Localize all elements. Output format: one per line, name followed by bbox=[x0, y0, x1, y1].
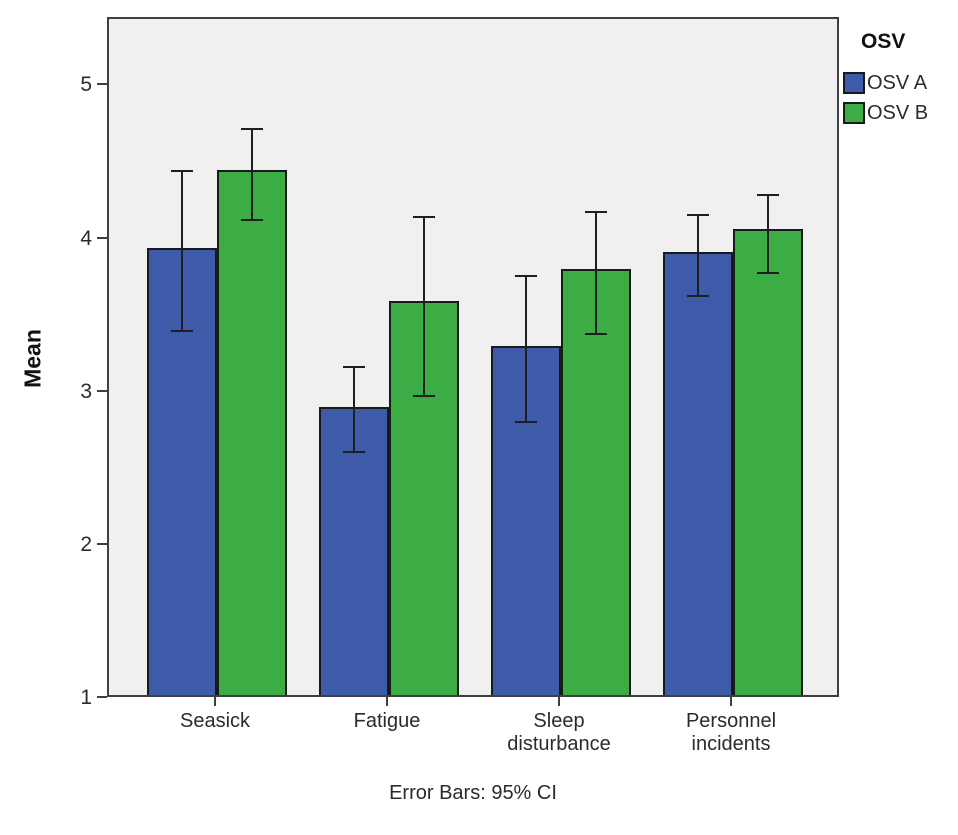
error-bar-cap-top bbox=[687, 214, 709, 217]
error-bar-cap-bottom bbox=[585, 333, 607, 336]
error-bar-cap-top bbox=[413, 215, 435, 218]
x-category-label: Fatigue bbox=[353, 710, 421, 732]
error-bar-cap-top bbox=[171, 169, 193, 172]
x-category-label: Sleep disturbance bbox=[507, 710, 611, 755]
error-bar bbox=[423, 216, 425, 396]
y-tick-label: 3 bbox=[80, 379, 92, 403]
legend-items: OSV A OSV B bbox=[843, 70, 958, 126]
plot-area bbox=[107, 17, 839, 697]
bar-osv-b bbox=[217, 169, 287, 695]
y-tick-mark bbox=[97, 83, 107, 86]
y-axis-title: Mean bbox=[19, 329, 46, 388]
bar-osv-b bbox=[561, 269, 631, 695]
legend-title: OSV bbox=[861, 30, 906, 53]
legend-item-label: OSV B bbox=[867, 101, 929, 124]
error-bar-cap-bottom bbox=[515, 420, 537, 423]
x-category-label: Seasick bbox=[179, 710, 251, 732]
y-tick-label: 5 bbox=[80, 73, 92, 97]
error-bar bbox=[767, 195, 769, 274]
legend-swatch bbox=[843, 72, 865, 94]
error-bar bbox=[697, 215, 699, 297]
x-category-label: Personnel incidents bbox=[685, 710, 777, 755]
x-tick-mark bbox=[730, 697, 732, 706]
error-bar-cap-top bbox=[515, 275, 537, 278]
bar-osv-a bbox=[663, 252, 733, 695]
legend-item-label: OSV A bbox=[867, 71, 928, 94]
error-bar-cap-top bbox=[757, 194, 779, 197]
bar-osv-b bbox=[733, 229, 803, 695]
y-tick-mark bbox=[97, 389, 107, 392]
legend-swatch bbox=[843, 102, 865, 124]
bar-osv-a bbox=[319, 407, 389, 695]
y-tick-label: 4 bbox=[80, 226, 92, 250]
y-tick-mark bbox=[97, 696, 107, 698]
error-bar bbox=[525, 276, 527, 422]
error-bar-cap-top bbox=[241, 128, 263, 131]
legend-item: OSV A bbox=[843, 70, 958, 96]
error-bar bbox=[251, 129, 253, 220]
error-bar-cap-bottom bbox=[687, 295, 709, 298]
x-tick-mark bbox=[558, 697, 560, 706]
legend: OSV OSV A OSV B bbox=[843, 30, 958, 130]
error-bar-cap-top bbox=[585, 210, 607, 213]
y-tick-mark bbox=[97, 542, 107, 545]
error-bar-cap-bottom bbox=[241, 218, 263, 221]
error-bar-cap-bottom bbox=[343, 451, 365, 454]
x-tick-mark bbox=[386, 697, 388, 706]
error-bar bbox=[353, 366, 355, 453]
legend-item: OSV B bbox=[843, 100, 958, 126]
y-tick-label: 1 bbox=[80, 686, 92, 709]
y-tick-mark bbox=[97, 236, 107, 239]
y-tick-label: 2 bbox=[80, 532, 92, 556]
error-bar-cap-bottom bbox=[757, 272, 779, 275]
error-bar-cap-bottom bbox=[171, 330, 193, 333]
error-bars-caption: Error Bars: 95% CI bbox=[389, 782, 557, 804]
error-bar bbox=[595, 211, 597, 335]
error-bar-cap-bottom bbox=[413, 394, 435, 397]
x-tick-mark bbox=[214, 697, 216, 706]
error-bar-cap-top bbox=[343, 365, 365, 368]
error-bar bbox=[181, 170, 183, 332]
